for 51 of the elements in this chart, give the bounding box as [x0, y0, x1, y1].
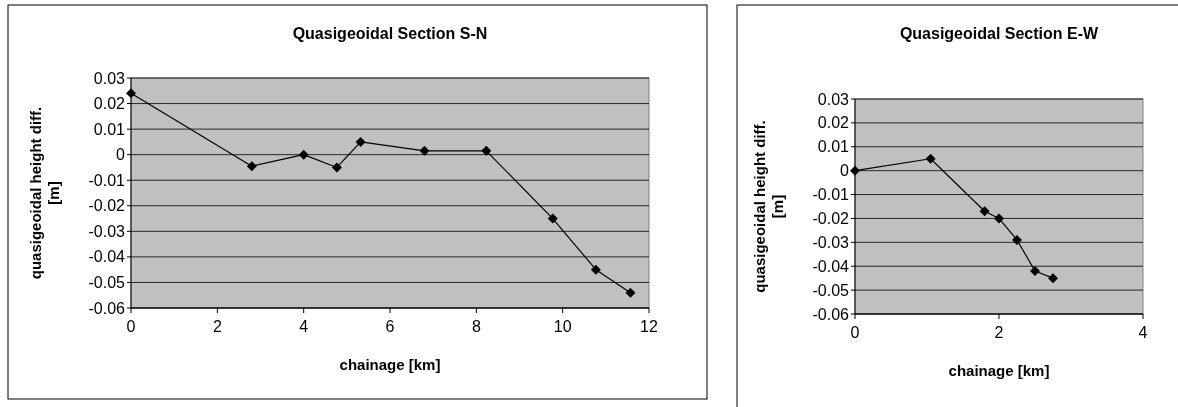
point	[925, 153, 936, 164]
x-tick-label: 6	[385, 318, 395, 335]
y-tick-label: 0.03	[817, 90, 850, 108]
chart-title: Quasigeoidal Section E-W	[899, 25, 1100, 42]
point	[590, 264, 601, 275]
x-tick-label: 2	[994, 324, 1004, 341]
point	[850, 165, 860, 176]
x-tick-label: 4	[1138, 324, 1148, 341]
y-tick-label: 0.02	[93, 95, 126, 113]
point	[1048, 273, 1058, 284]
point	[246, 161, 257, 172]
y-tick-label: -0.05	[88, 274, 126, 292]
y-tick-label: -0.06	[88, 299, 126, 317]
y-tick-label: 0.03	[93, 69, 126, 87]
point	[298, 149, 309, 160]
x-tick-label: 10	[553, 318, 572, 335]
x-axis-title: chainage [km]	[948, 362, 1050, 379]
point	[994, 213, 1004, 224]
point	[979, 206, 990, 217]
x-tick-label: 8	[471, 318, 481, 335]
x-axis-title: chainage [km]	[339, 356, 441, 373]
y-axis-title: quasigeoidal height diff. [m]	[27, 106, 62, 280]
y-tick-label: 0.02	[817, 114, 850, 132]
y-tick-label: 0	[840, 162, 850, 180]
y-tick-label: -0.04	[88, 248, 126, 266]
point	[331, 162, 342, 173]
y-tick-label: 0.01	[817, 138, 850, 156]
point	[1030, 266, 1040, 276]
y-tick-label: -0.02	[812, 210, 850, 228]
y-tick-label: 0	[116, 146, 126, 164]
point	[419, 145, 430, 156]
y-tick-label: -0.01	[812, 186, 850, 204]
point	[481, 145, 492, 156]
point	[355, 136, 366, 147]
x-tick-label: 2	[212, 318, 222, 335]
x-tick-label: 4	[299, 318, 309, 335]
y-tick-label: -0.05	[812, 281, 850, 299]
y-tick-label: 0.01	[93, 120, 126, 138]
y-tick-label: -0.06	[812, 305, 850, 323]
y-axis-title: quasigeoidal height diff. [m]	[751, 120, 786, 293]
y-tick-label: -0.01	[88, 171, 126, 189]
y-tick-label: -0.04	[812, 257, 850, 275]
y-tick-label: -0.03	[88, 222, 126, 240]
chart-title: Quasigeoidal Section S-N	[292, 25, 488, 42]
x-tick-label: 12	[640, 318, 658, 335]
point	[1012, 234, 1022, 245]
y-tick-label: -0.02	[88, 197, 126, 215]
y-tick-label: -0.03	[812, 233, 850, 251]
point	[126, 88, 136, 99]
point	[625, 287, 636, 298]
point	[547, 213, 558, 224]
